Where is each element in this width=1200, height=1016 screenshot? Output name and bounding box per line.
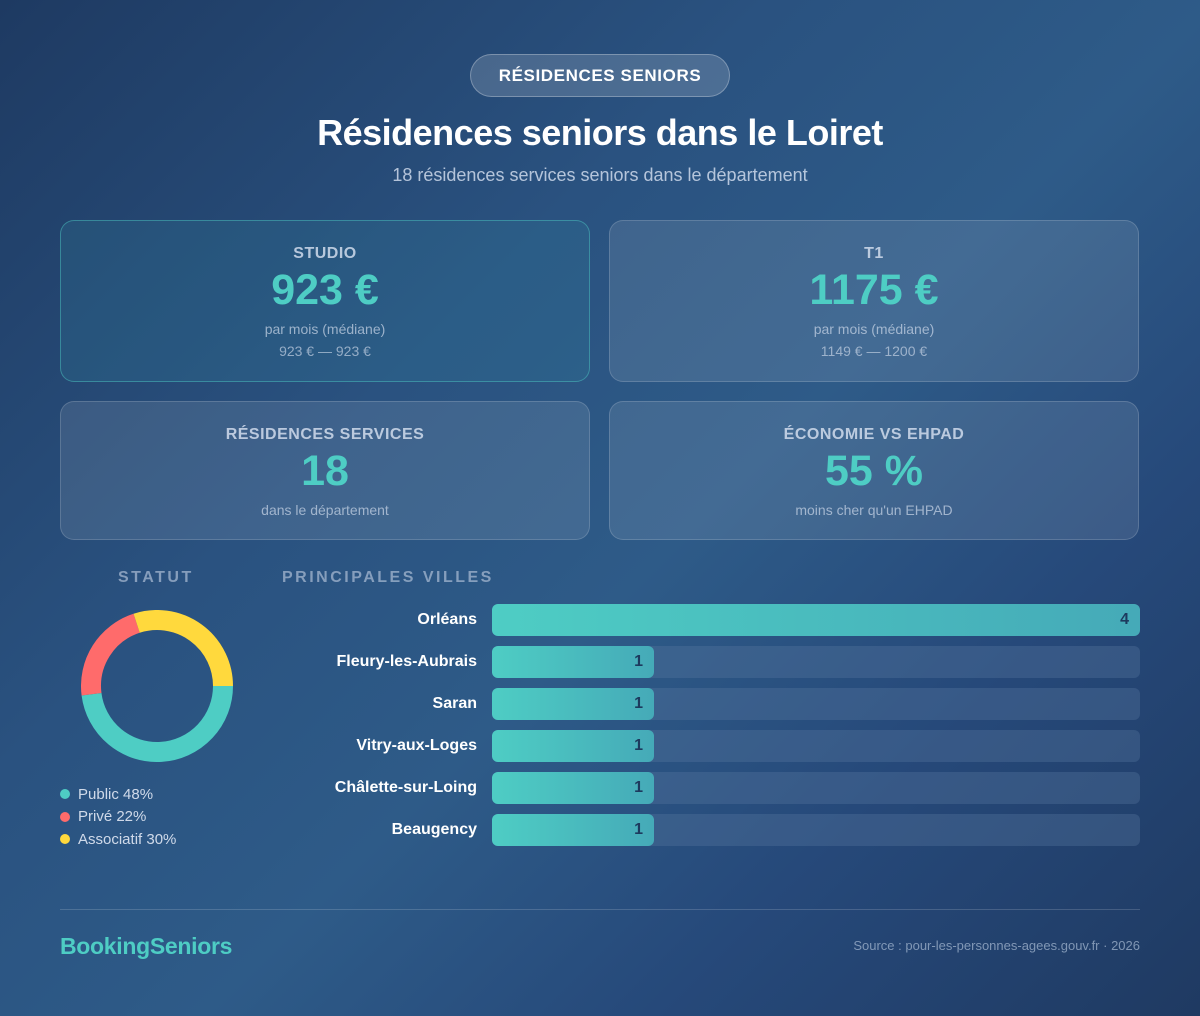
legend-dot-icon [60,789,70,800]
kpi-value: 55 % [824,447,923,495]
donut-segment-public [81,685,233,762]
kpi-card-residences: RÉSIDENCES SERVICES 18 dans le départeme… [60,401,590,540]
category-badge: RÉSIDENCES SENIORS [470,54,730,97]
kpi-card-economie: ÉCONOMIE VS EHPAD 55 % moins cher qu'un … [609,401,1139,540]
bar-row: Vitry-aux-Loges 1 [280,730,1140,762]
cities-title: PRINCIPALES VILLES [282,569,494,586]
legend-item: Associatif 30% [60,828,176,851]
kpi-label: RÉSIDENCES SERVICES [225,426,425,443]
kpi-value: 1175 € [809,266,939,314]
bar-value: 1 [634,695,643,712]
kpi-card-t1: T1 1175 € par mois (médiane) 1149 € — 12… [609,220,1139,382]
bar-fill: 1 [492,646,654,678]
bar-track: 1 [492,814,1140,846]
kpi-range: 1149 € — 1200 € [820,343,928,359]
bar-row: Châlette-sur-Loing 1 [280,772,1140,804]
kpi-card-studio: STUDIO 923 € par mois (médiane) 923 € — … [60,220,590,382]
status-title: STATUT [118,569,194,586]
legend-dot-icon [60,834,70,845]
kpi-value: 18 [301,447,349,495]
bar-row: Saran 1 [280,688,1140,720]
bar-value: 1 [634,737,643,754]
bar-fill: 1 [492,814,654,846]
kpi-label: ÉCONOMIE VS EHPAD [783,426,965,443]
legend-dot-icon [60,811,70,822]
kpi-sub: par mois (médiane) [264,321,386,337]
bar-label: Châlette-sur-Loing [334,779,477,796]
bar-value: 4 [1120,611,1129,628]
bar-row: Fleury-les-Aubrais 1 [280,646,1140,678]
kpi-range: 923 € — 923 € [279,343,371,359]
bar-row: Orléans 4 [280,604,1140,636]
kpi-sub: par mois (médiane) [813,321,935,337]
kpi-value: 923 € [271,266,379,314]
bar-track: 1 [492,646,1140,678]
bar-label: Fleury-les-Aubrais [336,653,477,670]
kpi-sub: moins cher qu'un EHPAD [795,502,953,518]
legend-item: Privé 22% [60,806,176,829]
bar-track: 1 [492,688,1140,720]
source-note: Source : pour-les-personnes-agees.gouv.f… [853,938,1140,953]
bar-label: Vitry-aux-Loges [356,737,477,754]
legend-label: Privé 22% [78,808,147,826]
kpi-label: T1 [864,245,884,262]
cities-bar-chart: Orléans 4 Fleury-les-Aubrais 1 Saran 1 Vitry-a… [280,604,1140,856]
donut-segment-prive [81,613,141,696]
kpi-label: STUDIO [293,245,357,262]
bar-row: Beaugency 1 [280,814,1140,846]
status-legend: Public 48% Privé 22% Associatif 30% [60,783,176,851]
legend-label: Associatif 30% [78,830,177,848]
bar-value: 1 [634,653,643,670]
bar-fill: 1 [492,730,654,762]
bar-track: 1 [492,730,1140,762]
legend-item: Public 48% [60,783,176,806]
donut-segment-associatif [133,610,233,687]
bar-fill: 1 [492,772,654,804]
bar-value: 1 [634,779,643,796]
kpi-sub: dans le département [261,502,389,518]
footer-divider [60,909,1140,910]
bar-value: 1 [634,821,643,838]
legend-label: Public 48% [78,785,154,803]
bar-fill: 1 [492,688,654,720]
brand-logo: BookingSeniors [60,933,233,959]
bar-label: Orléans [417,611,477,628]
bar-label: Saran [432,695,477,712]
status-donut-chart [81,610,233,762]
infographic: RÉSIDENCES SENIORS Résidences seniors da… [60,0,1140,1016]
page-subtitle: 18 résidences services seniors dans le d… [392,165,808,185]
bar-track: 1 [492,772,1140,804]
page-title: Résidences seniors dans le Loiret [317,112,883,153]
bar-fill: 4 [492,604,1140,636]
bar-track: 4 [492,604,1140,636]
bar-label: Beaugency [391,821,477,838]
